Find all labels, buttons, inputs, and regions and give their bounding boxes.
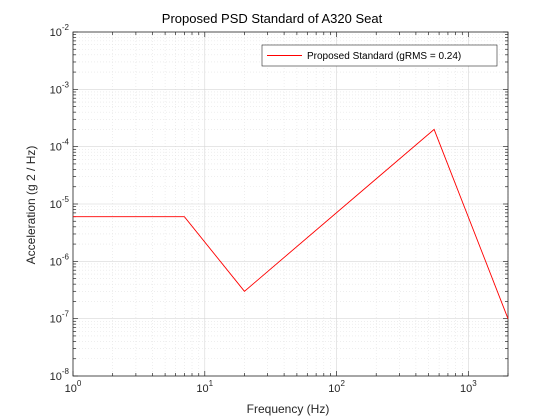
- tick-exponent: -5: [62, 195, 70, 204]
- tick-exponent: -3: [62, 80, 70, 89]
- grid: [72, 31, 509, 377]
- tick-base: 10: [50, 84, 62, 96]
- y-tick-label: 10-8: [50, 367, 70, 383]
- y-axis-label: Acceleration (g 2 / Hz): [24, 146, 38, 265]
- tick-exponent: -7: [62, 310, 70, 319]
- y-tick-label: 10-5: [50, 195, 70, 211]
- tick-exponent: 2: [340, 379, 345, 388]
- tick-base: 10: [460, 383, 472, 395]
- legend-label: Proposed Standard (gRMS = 0.24): [307, 51, 461, 62]
- tick-base: 10: [196, 383, 208, 395]
- tick-base: 10: [328, 383, 340, 395]
- y-tick-labels: 10-810-710-610-510-410-310-2: [50, 23, 70, 383]
- tick-exponent: 3: [472, 379, 477, 388]
- tick-base: 10: [50, 142, 62, 154]
- y-tick-label: 10-3: [50, 80, 70, 96]
- tick-base: 10: [65, 383, 77, 395]
- tick-exponent: -2: [62, 23, 70, 32]
- tick-marks: [72, 31, 509, 377]
- tick-base: 10: [50, 371, 62, 383]
- tick-base: 10: [50, 256, 62, 268]
- tick-exponent: -8: [62, 367, 70, 376]
- legend: Proposed Standard (gRMS = 0.24): [261, 44, 498, 67]
- y-tick-label: 10-4: [50, 138, 70, 154]
- tick-base: 10: [50, 27, 62, 39]
- legend-box: [261, 44, 498, 67]
- tick-exponent: 1: [209, 379, 214, 388]
- y-tick-label: 10-6: [50, 252, 70, 268]
- tick-base: 10: [50, 314, 62, 326]
- series-line: [73, 128, 509, 319]
- x-tick-labels: 100 101 102 103: [65, 379, 478, 395]
- x-tick-label: 103: [460, 379, 477, 395]
- chart-title: Proposed PSD Standard of A320 Seat: [162, 11, 383, 26]
- y-tick-label: 10-7: [50, 310, 70, 326]
- y-tick-label: 10-2: [50, 23, 70, 39]
- tick-exponent: -4: [62, 138, 70, 147]
- x-tick-label: 102: [328, 379, 345, 395]
- tick-exponent: -6: [62, 252, 70, 261]
- series-layer: [73, 128, 509, 319]
- x-tick-label: 100: [65, 379, 82, 395]
- x-tick-label: 101: [196, 379, 213, 395]
- x-axis-label: Frequency (Hz): [247, 402, 330, 416]
- tick-exponent: 0: [77, 379, 82, 388]
- tick-base: 10: [50, 199, 62, 211]
